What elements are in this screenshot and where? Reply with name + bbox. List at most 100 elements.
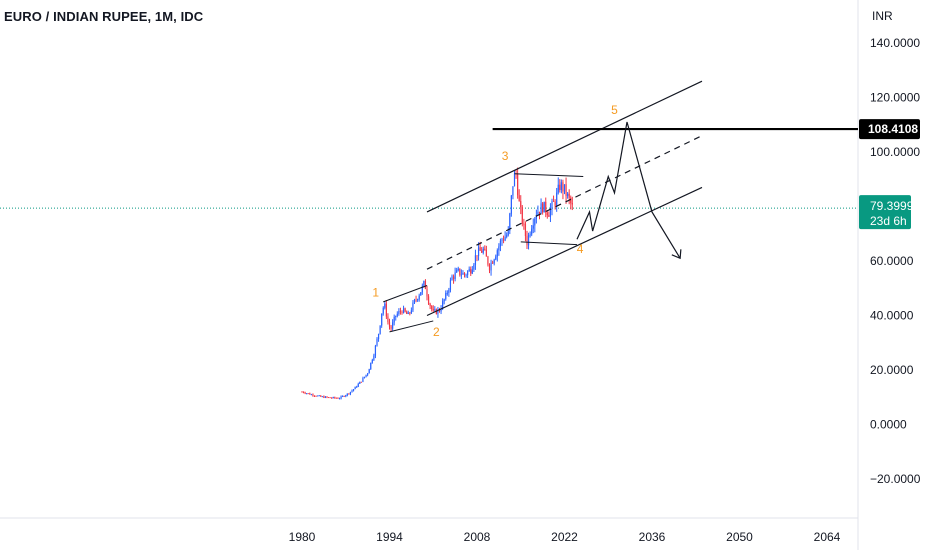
candle-body xyxy=(323,396,325,398)
candle-body xyxy=(490,262,492,271)
candle-body xyxy=(348,393,350,395)
candle-body xyxy=(370,362,372,370)
candle-body xyxy=(409,312,411,314)
candle-body xyxy=(401,311,403,313)
candle-body xyxy=(562,182,564,192)
chart-title: EURO / INDIAN RUPEE, 1M, IDC xyxy=(4,9,204,24)
triangle-upper-line[interactable] xyxy=(383,285,428,303)
candle-body xyxy=(320,395,322,397)
candle-body xyxy=(552,201,555,202)
candle-body xyxy=(373,355,375,360)
last-price-badge xyxy=(859,195,911,230)
candle-body xyxy=(463,272,466,275)
candle-body xyxy=(554,201,556,206)
candle-body xyxy=(402,308,405,313)
candle-body xyxy=(467,271,469,275)
candle-body xyxy=(423,281,425,286)
y-tick-label: 120.0000 xyxy=(870,91,920,105)
channel-lower-line[interactable] xyxy=(426,186,703,317)
channel-mid-line[interactable] xyxy=(426,135,703,270)
candle-body xyxy=(492,262,494,264)
candle-body xyxy=(426,289,428,297)
last-price-countdown: 23d 6h xyxy=(870,214,907,228)
candle-body xyxy=(304,392,306,394)
x-tick-label: 2022 xyxy=(551,530,578,544)
wave-label-2: 2 xyxy=(433,325,440,339)
x-tick-label: 2036 xyxy=(639,530,666,544)
candle-body xyxy=(432,308,434,311)
candle-body xyxy=(312,394,314,396)
candle-body xyxy=(535,215,537,219)
candle-body xyxy=(556,192,558,206)
candle-body xyxy=(359,381,361,384)
channel-upper-line[interactable] xyxy=(426,80,703,213)
candle-body xyxy=(338,398,341,400)
candle-body xyxy=(376,338,378,346)
candle-body xyxy=(448,289,450,293)
candle-body xyxy=(493,259,495,264)
candle-body xyxy=(452,276,455,279)
candle-body xyxy=(543,201,545,213)
x-tick-label: 2008 xyxy=(464,530,491,544)
projection-path[interactable] xyxy=(576,121,681,259)
candle-body xyxy=(538,211,541,214)
candle-body xyxy=(342,396,344,397)
wave-label-4: 4 xyxy=(577,242,584,256)
candle-body xyxy=(417,299,419,301)
candle-body xyxy=(521,207,523,224)
wave-label-3: 3 xyxy=(502,149,509,163)
candle-body xyxy=(431,306,433,309)
candle-body xyxy=(324,396,327,398)
flag-lower-line[interactable] xyxy=(520,241,578,246)
candle-body xyxy=(470,269,472,274)
triangle-lower-line[interactable] xyxy=(389,320,434,333)
candle-body xyxy=(534,218,536,226)
candle-body xyxy=(499,240,502,247)
candle-body xyxy=(438,309,441,312)
candle-body xyxy=(501,239,503,241)
wave-label-5: 5 xyxy=(611,103,618,117)
candle-body xyxy=(510,195,512,214)
candle-body xyxy=(382,307,384,314)
candle-body xyxy=(349,391,352,395)
candle-body xyxy=(352,389,355,391)
candle-body xyxy=(351,390,353,392)
candle-body xyxy=(568,193,570,198)
candle-body xyxy=(337,398,339,399)
candle-body xyxy=(474,255,477,265)
y-tick-label: 140.0000 xyxy=(870,36,920,50)
candle-body xyxy=(399,311,402,313)
candle-body xyxy=(390,326,392,329)
candle-body xyxy=(471,269,473,274)
candle-body xyxy=(485,249,487,257)
candle-body xyxy=(407,312,409,314)
flag-upper-line[interactable] xyxy=(514,173,584,178)
projection-arrow-head xyxy=(671,249,682,260)
candle-body xyxy=(362,378,364,382)
candle-body xyxy=(371,359,373,363)
candle-body xyxy=(331,397,333,399)
candle-body xyxy=(546,212,548,216)
candle-body xyxy=(437,309,439,315)
candle-body xyxy=(559,184,561,191)
candle-body xyxy=(395,315,397,317)
wave-label-1: 1 xyxy=(372,285,379,299)
candle-body xyxy=(421,285,423,293)
candle-body xyxy=(356,386,358,388)
candle-body xyxy=(345,395,347,397)
candle-body xyxy=(404,308,406,312)
y-tick-label: −20.0000 xyxy=(870,472,921,486)
candle-body xyxy=(549,208,552,217)
candle-body xyxy=(445,293,447,300)
candle-body xyxy=(365,374,367,377)
candle-body xyxy=(532,225,534,229)
price-axis-currency-label: INR xyxy=(872,9,893,23)
candle-body xyxy=(531,228,533,235)
candle-body xyxy=(542,203,544,213)
y-tick-label: 100.0000 xyxy=(870,145,920,159)
candle-body xyxy=(368,369,370,374)
candle-body xyxy=(306,393,308,395)
candle-body xyxy=(454,272,456,279)
candle-body xyxy=(476,255,478,257)
